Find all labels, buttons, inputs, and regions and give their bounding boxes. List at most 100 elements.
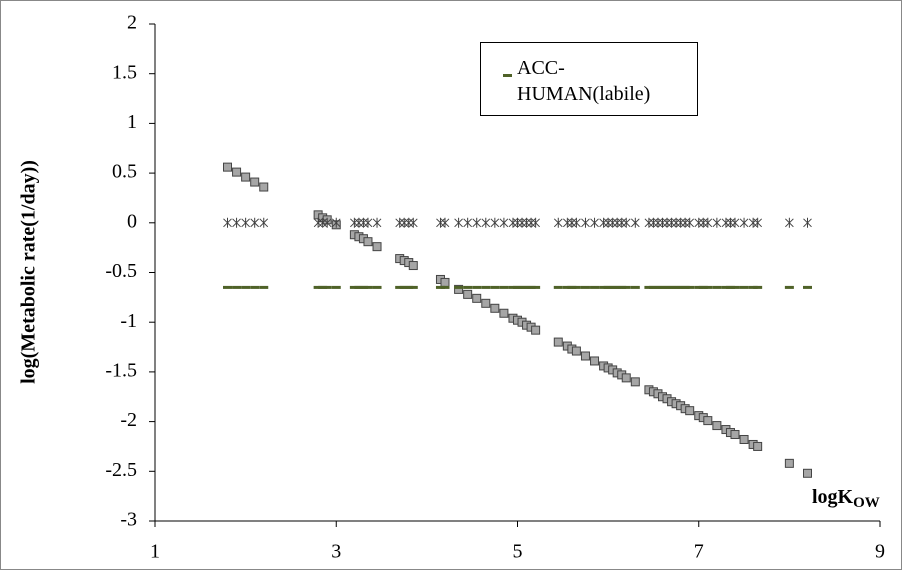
dash-point bbox=[508, 285, 518, 289]
star-point bbox=[739, 217, 749, 228]
square-point bbox=[784, 458, 794, 468]
square-point bbox=[571, 346, 581, 356]
dash-point bbox=[621, 285, 631, 289]
dash-point bbox=[313, 285, 323, 289]
dash-point bbox=[680, 285, 690, 289]
star-point bbox=[658, 217, 667, 228]
dash-point bbox=[703, 285, 713, 289]
star-point bbox=[250, 217, 260, 228]
star-point bbox=[259, 217, 269, 228]
star-point bbox=[223, 217, 232, 228]
dash-point bbox=[363, 285, 373, 289]
star-point bbox=[463, 217, 473, 228]
star-point bbox=[649, 217, 658, 228]
dash-point bbox=[241, 285, 251, 289]
dash-point bbox=[399, 285, 409, 289]
star-point bbox=[241, 217, 250, 228]
dash-point bbox=[630, 285, 640, 289]
square-point bbox=[232, 167, 242, 177]
y-tick-label: -0.5 bbox=[105, 260, 137, 282]
legend-label: ACC-HUMAN(labile) bbox=[517, 57, 651, 105]
star-point bbox=[644, 217, 654, 228]
square-point bbox=[372, 242, 382, 252]
y-tick-label: -3 bbox=[120, 509, 137, 531]
dash-point bbox=[322, 285, 332, 289]
dash-point bbox=[748, 285, 758, 289]
dash-point bbox=[553, 285, 563, 289]
square-point bbox=[463, 289, 473, 299]
dash-point bbox=[617, 285, 627, 289]
star-point bbox=[608, 217, 618, 228]
dash-point bbox=[580, 285, 590, 289]
star-point bbox=[753, 217, 763, 228]
star-point bbox=[232, 217, 241, 228]
dash-point bbox=[490, 285, 500, 289]
star-point bbox=[662, 217, 672, 228]
star-point bbox=[612, 217, 622, 228]
dash-point bbox=[522, 285, 532, 289]
dash-point bbox=[440, 285, 450, 289]
square-point bbox=[250, 177, 260, 187]
dash-point bbox=[435, 285, 445, 289]
y-tick-label: 2 bbox=[127, 12, 137, 34]
dash-point bbox=[499, 285, 509, 289]
dash-point bbox=[232, 285, 242, 289]
square-point bbox=[499, 308, 509, 318]
dash-point bbox=[463, 285, 473, 289]
star-point bbox=[472, 217, 482, 228]
star-point bbox=[553, 217, 563, 228]
star-point bbox=[630, 217, 640, 228]
x-tick-label: 5 bbox=[513, 541, 523, 563]
dash-point bbox=[712, 285, 722, 289]
star-point bbox=[404, 217, 414, 228]
star-point bbox=[590, 217, 599, 228]
star-point bbox=[567, 217, 577, 228]
y-axis-label: log(Metabolic rate(1/day)) bbox=[18, 160, 40, 384]
dash-point bbox=[590, 285, 600, 289]
dash-point bbox=[517, 285, 527, 289]
square-point bbox=[363, 237, 373, 247]
star-point bbox=[408, 217, 418, 228]
star-point bbox=[680, 217, 690, 228]
dash-point bbox=[408, 285, 418, 289]
star-point bbox=[436, 217, 445, 228]
square-point bbox=[408, 261, 418, 271]
square-point bbox=[490, 303, 500, 313]
dash-point bbox=[513, 285, 522, 289]
dash-point bbox=[730, 285, 740, 289]
square-point bbox=[259, 182, 269, 192]
dash-point bbox=[667, 285, 677, 289]
dash-point bbox=[372, 285, 382, 289]
dash-point bbox=[676, 285, 686, 289]
star-point bbox=[785, 217, 794, 228]
dash-point bbox=[725, 285, 735, 289]
star-point bbox=[599, 217, 608, 228]
dash-point bbox=[644, 285, 654, 289]
dash-point bbox=[318, 285, 328, 289]
star-point bbox=[703, 217, 713, 228]
star-point bbox=[721, 217, 731, 228]
x-tick-label: 1 bbox=[150, 541, 160, 563]
star-point bbox=[354, 217, 364, 228]
star-point bbox=[517, 217, 527, 228]
square-point bbox=[590, 356, 600, 366]
dash-point bbox=[259, 285, 269, 289]
star-point bbox=[526, 217, 536, 228]
square-point bbox=[703, 416, 713, 426]
dash-point bbox=[721, 285, 731, 289]
square-point bbox=[481, 298, 491, 308]
star-point bbox=[617, 217, 627, 228]
star-point bbox=[363, 217, 373, 228]
star-point bbox=[730, 217, 740, 228]
star-point bbox=[359, 217, 368, 228]
x-tick-label: 3 bbox=[331, 541, 341, 563]
star-point bbox=[395, 217, 405, 228]
x-tick-label: 7 bbox=[694, 541, 704, 563]
star-point bbox=[513, 217, 522, 228]
star-point bbox=[694, 217, 704, 228]
star-point bbox=[531, 217, 540, 228]
square-point bbox=[223, 162, 232, 172]
x-axis-label: logKOW bbox=[812, 486, 880, 512]
dash-point bbox=[739, 285, 749, 289]
